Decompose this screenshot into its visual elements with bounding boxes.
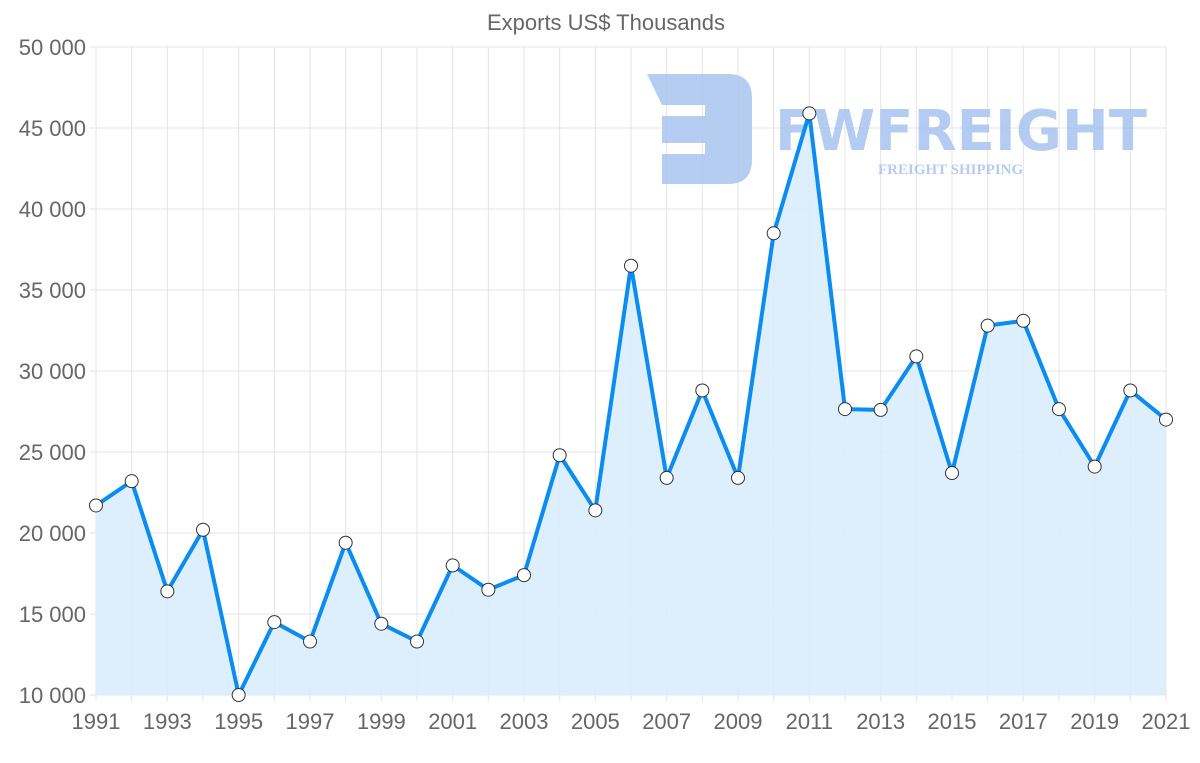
y-tick-label: 40 000 (19, 197, 86, 222)
x-axis-ticks: 1991 1993 1995 1997 1999 2001 2003 2005 2007 2009… (72, 709, 1191, 734)
x-tick-label: 2013 (856, 709, 905, 734)
x-tick-label: 1995 (214, 709, 263, 734)
data-point-2010[interactable] (766, 226, 781, 241)
x-tick-label: 2015 (928, 709, 977, 734)
x-tick-label: 2021 (1142, 709, 1191, 734)
data-point-1991[interactable] (89, 498, 103, 513)
data-point-1997[interactable] (303, 634, 317, 649)
x-tick-label: 2005 (571, 709, 620, 734)
y-tick-label: 15 000 (19, 602, 86, 627)
x-tick-label: 1999 (357, 709, 406, 734)
logo-mark-icon (647, 74, 752, 184)
x-tick-label: 2003 (500, 709, 549, 734)
data-point-1999[interactable] (374, 616, 389, 631)
data-point-2003[interactable] (517, 568, 531, 583)
data-points (89, 106, 1173, 702)
data-point-2005[interactable] (588, 503, 603, 518)
data-point-2009[interactable] (731, 470, 745, 485)
y-tick-label: 30 000 (19, 359, 86, 384)
data-point-2007[interactable] (659, 470, 674, 485)
series-area (96, 113, 1166, 695)
data-point-2020[interactable] (1123, 383, 1138, 398)
data-point-2001[interactable] (445, 558, 460, 573)
data-point-2021[interactable] (1159, 412, 1173, 427)
y-tick-label: 50 000 (19, 35, 86, 60)
x-tick-label: 1997 (286, 709, 335, 734)
data-point-1992[interactable] (124, 474, 139, 489)
data-point-2019[interactable] (1087, 459, 1102, 474)
x-tick-label: 2007 (642, 709, 691, 734)
data-point-1996[interactable] (267, 615, 282, 630)
y-axis-ticks: 10 000 15 000 20 000 25 000 30 000 35 000 40 0… (19, 35, 86, 708)
data-point-1993[interactable] (160, 584, 175, 599)
data-point-2004[interactable] (552, 448, 567, 463)
chart-title: Exports US$ Thousands (487, 10, 725, 35)
x-tick-label: 2009 (714, 709, 763, 734)
data-point-2002[interactable] (481, 582, 496, 597)
data-point-2008[interactable] (695, 383, 710, 398)
watermark-brand: FWFREIGHT (775, 99, 1147, 164)
data-point-2012[interactable] (838, 402, 852, 417)
data-point-2014[interactable] (909, 349, 924, 364)
data-point-2006[interactable] (624, 258, 638, 273)
data-point-1998[interactable] (338, 535, 353, 550)
data-point-1994[interactable] (196, 522, 210, 537)
x-tick-label: 2011 (786, 709, 833, 734)
x-tick-label: 1993 (143, 709, 192, 734)
data-point-2011[interactable] (802, 106, 817, 121)
y-tick-label: 20 000 (19, 521, 86, 546)
y-tick-label: 35 000 (19, 278, 86, 303)
data-point-2000[interactable] (410, 634, 424, 649)
data-point-2015[interactable] (945, 466, 959, 481)
x-tick-label: 2017 (999, 709, 1048, 734)
y-tick-label: 10 000 (19, 683, 86, 708)
watermark-logo: FWFREIGHT FREIGHT SHIPPING (647, 74, 1147, 184)
y-tick-label: 45 000 (19, 116, 86, 141)
x-tick-label: 1991 (72, 709, 121, 734)
data-point-1995[interactable] (231, 688, 246, 702)
data-point-2017[interactable] (1016, 313, 1031, 328)
x-tick-label: 2019 (1070, 709, 1119, 734)
watermark-tagline: FREIGHT SHIPPING (878, 162, 1023, 178)
y-tick-label: 25 000 (19, 440, 86, 465)
x-tick-label: 2001 (428, 709, 477, 734)
data-point-2018[interactable] (1052, 402, 1066, 417)
data-point-2013[interactable] (873, 402, 888, 417)
data-point-2016[interactable] (980, 318, 995, 333)
